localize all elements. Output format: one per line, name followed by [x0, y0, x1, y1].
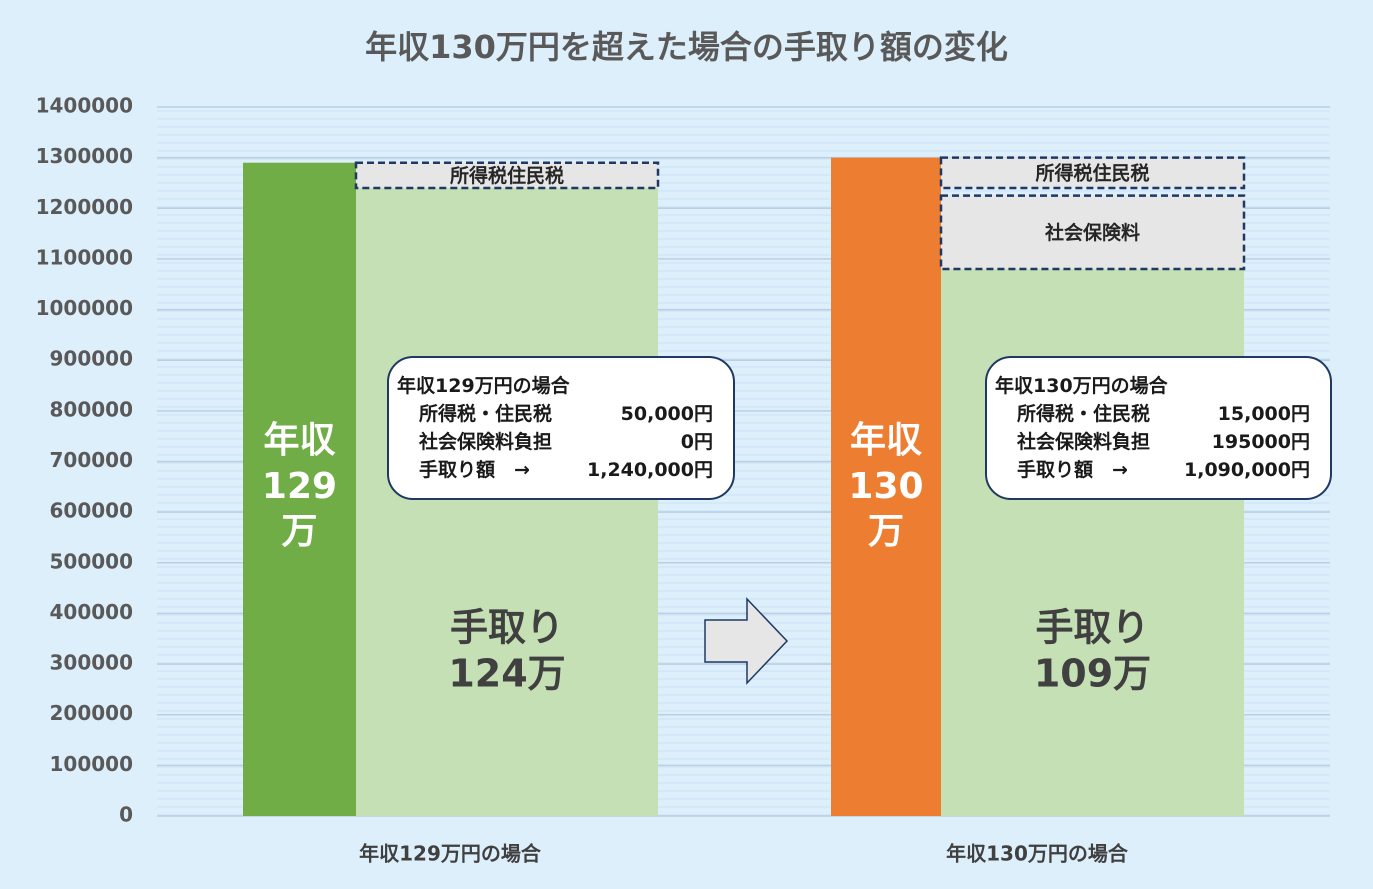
gross-bar-label: 万	[868, 511, 904, 552]
callout-row: 所得税・住民税 50,000円	[397, 400, 713, 428]
y-tick-label: 1300000	[36, 144, 133, 168]
row-label: 手取り額 →	[1017, 459, 1128, 481]
net-bar-label: 手取り	[450, 606, 564, 650]
callout-title: 年収129万円の場合	[397, 375, 570, 397]
gross-bar-label: 万	[281, 511, 317, 552]
y-tick-label: 1400000	[36, 94, 133, 118]
gross-bar-label: 年収	[850, 420, 922, 461]
row-value: 195000円	[1211, 431, 1310, 453]
y-tick-label: 500000	[50, 549, 134, 573]
x-category-label: 年収129万円の場合	[359, 842, 542, 866]
net-bar-label: 124万	[448, 652, 565, 696]
y-tick-label: 600000	[50, 499, 134, 523]
y-tick-label: 0	[119, 803, 133, 827]
row-label: 手取り額 →	[419, 459, 530, 481]
callout-row: 手取り額 → 1,090,000円	[995, 456, 1310, 484]
net-bar	[941, 263, 1244, 816]
deduction-label: 社会保険料	[1044, 221, 1140, 244]
row-label: 社会保険料負担	[1017, 431, 1151, 453]
callout-129: 年収129万円の場合 所得税・住民税 50,000円 社会保険料負担 0円 手取…	[387, 356, 735, 500]
x-category-label: 年収130万円の場合	[946, 842, 1129, 866]
row-label: 所得税・住民税	[419, 403, 553, 425]
net-bar-label: 109万	[1034, 652, 1151, 696]
row-label: 所得税・住民税	[1017, 403, 1151, 425]
y-tick-label: 200000	[50, 701, 134, 725]
row-value: 0円	[680, 431, 713, 453]
gross-bar-label: 年収	[263, 420, 335, 461]
gross-bar	[831, 157, 941, 817]
right-arrow-icon	[704, 597, 789, 685]
callout-row: 手取り額 → 1,240,000円	[397, 456, 713, 484]
chart-title: 年収130万円を超えた場合の手取り額の変化	[365, 28, 1008, 66]
gross-bar-label: 129	[262, 466, 337, 507]
row-value: 50,000円	[620, 403, 713, 425]
gross-bar	[243, 162, 356, 816]
row-label: 社会保険料負担	[419, 431, 553, 453]
row-value: 15,000円	[1217, 403, 1310, 425]
y-tick-label: 900000	[50, 347, 134, 371]
y-tick-label: 1000000	[36, 296, 133, 320]
deduction-box	[354, 161, 660, 190]
y-tick-label: 400000	[50, 600, 134, 624]
callout-row: 社会保険料負担 195000円	[995, 428, 1310, 456]
callout-title: 年収130万円の場合	[995, 375, 1168, 397]
y-tick-label: 100000	[50, 752, 134, 776]
callout-row: 社会保険料負担 0円	[397, 428, 713, 456]
callout-130: 年収130万円の場合 所得税・住民税 15,000円 社会保険料負担 19500…	[985, 356, 1332, 500]
row-value: 1,090,000円	[1184, 459, 1310, 481]
deduction-label: 所得税住民税	[450, 164, 564, 187]
y-tick-label: 1100000	[36, 245, 133, 269]
y-tick-label: 800000	[50, 397, 134, 421]
callout-row: 所得税・住民税 15,000円	[995, 400, 1310, 428]
deduction-box	[939, 156, 1246, 190]
y-tick-label: 300000	[50, 651, 134, 675]
deduction-box	[939, 194, 1246, 271]
y-tick-label: 1200000	[36, 195, 133, 219]
y-tick-label: 700000	[50, 448, 134, 472]
gross-bar-label: 130	[848, 466, 923, 507]
deduction-label: 所得税住民税	[1035, 161, 1149, 184]
net-bar	[356, 188, 658, 816]
net-bar-label: 手取り	[1035, 606, 1149, 650]
row-value: 1,240,000円	[587, 459, 713, 481]
